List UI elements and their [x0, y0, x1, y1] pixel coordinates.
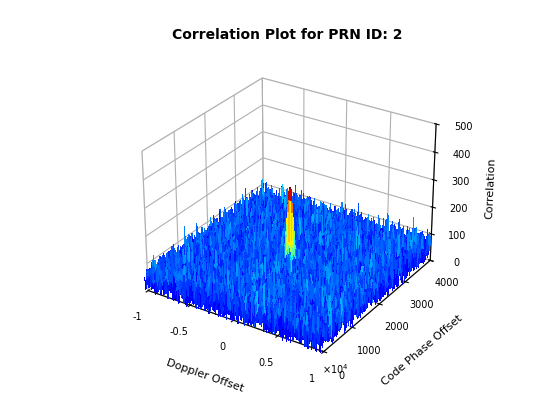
Title: Correlation Plot for PRN ID: 2: Correlation Plot for PRN ID: 2 [172, 28, 402, 42]
Y-axis label: Code Phase Offset: Code Phase Offset [380, 313, 464, 388]
X-axis label: Doppler Offset: Doppler Offset [165, 358, 245, 394]
